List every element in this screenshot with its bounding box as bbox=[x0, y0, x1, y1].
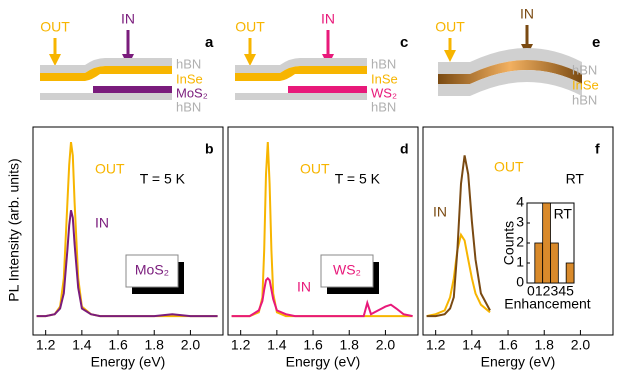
bar bbox=[550, 242, 559, 284]
y-tick-label: 3 bbox=[516, 214, 524, 230]
layer-label: hBN bbox=[572, 62, 597, 77]
hbn-layer bbox=[235, 93, 367, 100]
y-tick-label: 0 bbox=[516, 274, 524, 290]
layer-label: hBN bbox=[176, 56, 201, 71]
x-tick-label: 3 bbox=[551, 283, 559, 299]
series-line bbox=[426, 155, 491, 318]
in-label: IN bbox=[520, 6, 534, 22]
series-label: IN bbox=[433, 204, 447, 220]
x-tick-label: 2.0 bbox=[571, 337, 591, 353]
y-tick-label: 1 bbox=[516, 254, 524, 270]
series-label: OUT bbox=[494, 159, 524, 175]
inse-layer bbox=[40, 66, 172, 81]
x-tick-label: 1.4 bbox=[72, 337, 92, 353]
series-label: IN bbox=[297, 279, 311, 295]
hbn-layer bbox=[40, 58, 172, 73]
x-tick-label: 1.4 bbox=[267, 337, 287, 353]
out-label: OUT bbox=[235, 19, 265, 35]
x-tick-label: 0 bbox=[527, 283, 535, 299]
bar bbox=[565, 262, 575, 284]
x-tick-label: 1.2 bbox=[426, 337, 446, 353]
panel-label: f bbox=[595, 141, 600, 157]
x-tick-label: 1.2 bbox=[231, 337, 251, 353]
plot-frame bbox=[422, 126, 614, 336]
layer-label: hBN bbox=[176, 99, 201, 114]
series-label: OUT bbox=[300, 161, 330, 177]
annotation: RT bbox=[566, 171, 585, 187]
x-tick-label: 1.8 bbox=[145, 337, 165, 353]
layer-label: hBN bbox=[371, 99, 396, 114]
out-label: OUT bbox=[40, 19, 70, 35]
panel-label: e bbox=[592, 34, 600, 51]
annotation: T = 5 K bbox=[140, 171, 186, 187]
x-tick-label: 1.4 bbox=[462, 337, 482, 353]
annotation: MoS₂ bbox=[135, 262, 169, 278]
x-tick-label: 1.8 bbox=[535, 337, 555, 353]
box bbox=[320, 254, 374, 288]
layer-label: InSe bbox=[371, 71, 398, 86]
x-tick-label: 2 bbox=[543, 283, 551, 299]
x-tick-label: 1.2 bbox=[36, 337, 56, 353]
x-tick-label: 1.6 bbox=[303, 337, 323, 353]
tmd-layer bbox=[93, 86, 172, 93]
schematic-a: OUT IN a hBN InSe MoS₂ hBN bbox=[40, 11, 214, 114]
x-tick-label: 4 bbox=[558, 283, 566, 299]
x-axis-title: Energy (eV) bbox=[91, 354, 166, 370]
hbn-layer bbox=[438, 48, 582, 74]
layer-label: InSe bbox=[176, 71, 203, 86]
in-label: IN bbox=[121, 11, 135, 27]
out-label: OUT bbox=[435, 19, 465, 35]
schematic-e: OUT IN e hBN InSe hBN bbox=[435, 6, 600, 108]
annotation: T = 5 K bbox=[335, 171, 381, 187]
x-tick-label: 2.0 bbox=[181, 337, 201, 353]
layer-label: MoS₂ bbox=[176, 85, 208, 100]
hbn-layer bbox=[40, 93, 172, 100]
hbn-layer bbox=[235, 58, 367, 73]
x-axis-title: Energy (eV) bbox=[481, 354, 556, 370]
bar bbox=[534, 242, 544, 284]
series-label: OUT bbox=[95, 161, 125, 177]
x-tick-label: 1.6 bbox=[498, 337, 518, 353]
x-tick-label: 1 bbox=[535, 283, 543, 299]
y-axis-title: PL Intensity (arb. units) bbox=[6, 158, 22, 301]
x-axis-title: Enhancement bbox=[504, 296, 591, 312]
y-tick-label: 4 bbox=[516, 194, 524, 210]
tmd-layer bbox=[288, 86, 367, 93]
annotation: RT bbox=[554, 206, 573, 222]
bar bbox=[542, 202, 551, 284]
x-tick-label: 5 bbox=[566, 283, 574, 299]
panel-label: c bbox=[400, 34, 408, 51]
plot-frame bbox=[227, 126, 419, 336]
x-tick-label: 1.6 bbox=[108, 337, 128, 353]
x-tick-label: 2.0 bbox=[376, 337, 396, 353]
y-axis-title: Counts bbox=[501, 221, 517, 265]
schematic-c: OUT IN c hBN InSe WS₂ hBN bbox=[235, 11, 408, 114]
annotation: WS₂ bbox=[333, 262, 361, 278]
series-line bbox=[426, 232, 491, 318]
series-line bbox=[231, 276, 413, 318]
plot-frame bbox=[32, 126, 224, 336]
series-line bbox=[36, 209, 218, 318]
x-axis-title: Energy (eV) bbox=[286, 354, 361, 370]
hbn-layer bbox=[438, 70, 582, 96]
inse-layer bbox=[438, 60, 582, 84]
y-tick-label: 2 bbox=[516, 234, 524, 250]
layer-label: WS₂ bbox=[371, 85, 397, 100]
layer-label: hBN bbox=[572, 92, 597, 107]
panel-label: d bbox=[400, 141, 409, 157]
inse-layer bbox=[235, 66, 367, 81]
panel-label: a bbox=[205, 34, 214, 51]
series-label: IN bbox=[95, 215, 109, 231]
in-label: IN bbox=[321, 11, 335, 27]
layer-label: InSe bbox=[572, 77, 599, 92]
layer-label: hBN bbox=[371, 56, 396, 71]
box bbox=[125, 254, 179, 288]
x-tick-label: 1.8 bbox=[340, 337, 360, 353]
panel-label: b bbox=[205, 141, 214, 157]
